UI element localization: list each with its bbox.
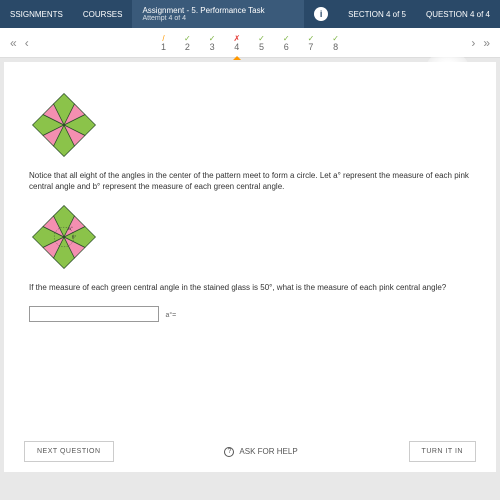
- qnum-6[interactable]: ✓6: [283, 34, 290, 52]
- question-content: Notice that all eight of the angles in t…: [4, 62, 496, 472]
- nav-last-icon[interactable]: »: [483, 36, 490, 50]
- answer-input[interactable]: [29, 306, 159, 322]
- description-2: If the measure of each green central ang…: [29, 282, 471, 293]
- ask-help-button[interactable]: ? ASK FOR HELP: [224, 447, 297, 457]
- qnum-8[interactable]: ✓8: [332, 34, 339, 52]
- question-navigator: « ‹ /1 ✓2 ✓3 ✗4 ✓5 ✓6 ✓7 ✓8 › »: [0, 28, 500, 58]
- spotlight-overlay: [425, 50, 470, 95]
- description-1: Notice that all eight of the angles in t…: [29, 170, 471, 192]
- nav-assignments[interactable]: SSIGNMENTS: [0, 0, 73, 28]
- nav-prev-icon[interactable]: ‹: [25, 36, 29, 50]
- next-question-button[interactable]: NEXT QUESTION: [24, 441, 114, 462]
- nav-first-icon[interactable]: «: [10, 36, 17, 50]
- info-icon[interactable]: i: [314, 7, 328, 21]
- assignment-label: Assignment: [142, 6, 184, 15]
- help-icon: ?: [224, 447, 234, 457]
- answer-unit: a°=: [165, 312, 176, 319]
- ask-help-label: ASK FOR HELP: [239, 447, 297, 456]
- qnum-2[interactable]: ✓2: [184, 34, 191, 52]
- question-indicator: QUESTION 4 of 4: [416, 0, 500, 28]
- svg-text:b°: b°: [72, 235, 77, 241]
- qnum-5[interactable]: ✓5: [258, 34, 265, 52]
- pattern-figure-2: a° b°: [29, 202, 99, 272]
- attempt-text: Attempt 4 of 4: [142, 15, 186, 22]
- pattern-figure-1: [29, 90, 99, 160]
- qnum-3[interactable]: ✓3: [209, 34, 216, 52]
- answer-row: a°=: [29, 304, 471, 323]
- section-indicator: SECTION 4 of 5: [338, 0, 416, 28]
- turn-in-button[interactable]: TURN IT IN: [409, 441, 476, 462]
- svg-text:a°: a°: [68, 226, 73, 232]
- qnum-4[interactable]: ✗4: [233, 34, 240, 52]
- qnum-1[interactable]: /1: [161, 34, 166, 52]
- qnum-7[interactable]: ✓7: [308, 34, 315, 52]
- assignment-title: - 5. Performance Task: [187, 6, 265, 15]
- assignment-header: Assignment - 5. Performance Task Attempt…: [132, 0, 304, 28]
- nav-next-icon[interactable]: ›: [471, 36, 475, 50]
- nav-courses[interactable]: COURSES: [73, 0, 133, 28]
- top-navigation: SSIGNMENTS COURSES Assignment - 5. Perfo…: [0, 0, 500, 28]
